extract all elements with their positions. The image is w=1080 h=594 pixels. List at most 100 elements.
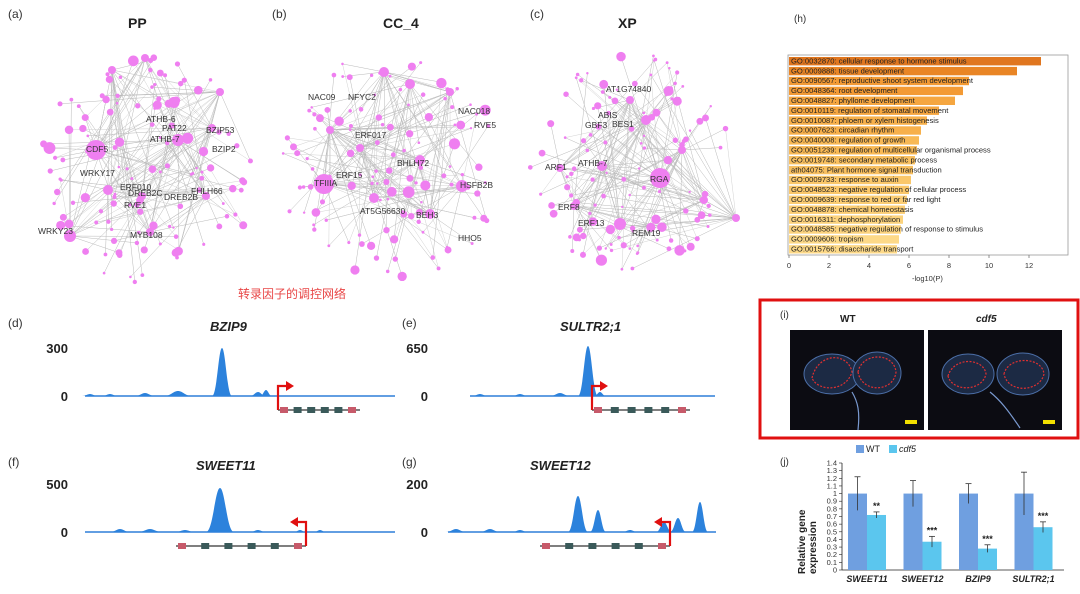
cc-network-edges	[283, 62, 489, 277]
network-edge	[141, 84, 156, 197]
network-edge	[446, 185, 463, 248]
network-edge	[418, 91, 451, 222]
network-node-label: FHLH66	[191, 186, 223, 196]
significance-marker: ***	[982, 534, 993, 544]
network-node	[460, 172, 465, 177]
network-edge	[111, 69, 251, 162]
go-bar	[789, 86, 963, 96]
go-bar	[789, 205, 905, 214]
network-node	[588, 211, 592, 216]
micro-cdf5-image	[928, 330, 1062, 430]
network-cc4: NAC09 NFYC2 NAC018 RVE5 ERF017 BHLH72 TFIIIAER…	[281, 61, 496, 282]
panel-g-label: (g)	[402, 455, 417, 469]
panel-d-label: (d)	[8, 316, 23, 330]
network-node	[642, 134, 646, 138]
network-node	[538, 149, 546, 157]
legend-cdf5-swatch	[889, 445, 897, 453]
network-edge	[107, 100, 177, 191]
network-edge	[69, 235, 137, 244]
network-edge	[581, 80, 737, 219]
network-node	[174, 61, 181, 67]
network-node	[419, 61, 423, 65]
go-xtick-label: 8	[947, 261, 951, 270]
network-edge	[289, 83, 411, 212]
network-edge	[328, 197, 375, 246]
network-node	[136, 230, 141, 235]
bar-category-label: SWEET12	[901, 574, 943, 584]
significance-marker: **	[873, 501, 881, 511]
network-edge	[68, 129, 71, 237]
network-edge	[581, 80, 631, 101]
network-node	[284, 135, 290, 141]
network-node	[595, 254, 608, 266]
tss-arrow	[276, 384, 288, 410]
network-node	[470, 241, 474, 246]
network-edge	[559, 167, 661, 179]
network-node	[564, 184, 571, 191]
go-bar	[789, 165, 913, 175]
network-node	[707, 213, 712, 217]
network-node	[52, 201, 56, 206]
network-node	[374, 169, 378, 173]
gene-exon	[178, 543, 186, 549]
panel-h-label: (h)	[794, 14, 806, 25]
network-node-label: MYB108	[130, 230, 163, 240]
network-edge	[177, 91, 221, 141]
network-edge	[160, 91, 221, 138]
gene-exon	[293, 407, 302, 413]
network-edge	[594, 119, 647, 206]
network-edge	[350, 125, 421, 161]
network-node	[588, 132, 593, 137]
chip-peak	[175, 530, 195, 532]
network-node	[556, 164, 564, 172]
gene-exon	[201, 543, 210, 549]
network-node	[472, 215, 477, 220]
network-node	[588, 217, 598, 226]
xp-network-nodes	[527, 51, 740, 271]
network-node	[221, 202, 225, 205]
pp-network-edges	[43, 57, 251, 282]
gene-exon	[294, 543, 302, 549]
network-edge	[348, 83, 411, 243]
network-node	[163, 73, 168, 78]
network-node	[106, 108, 114, 116]
network-node	[646, 222, 656, 232]
network-node	[168, 224, 172, 229]
micro-cdf5-label: cdf5	[976, 314, 997, 325]
network-node	[149, 122, 155, 127]
network-node	[605, 171, 608, 175]
network-edge	[570, 99, 631, 196]
network-node	[668, 66, 671, 70]
network-node	[316, 114, 324, 123]
network-node-label: ABIS	[598, 110, 618, 120]
network-node	[620, 267, 624, 271]
network-edge	[307, 158, 463, 187]
network-node	[642, 111, 646, 115]
network-edge	[95, 149, 192, 175]
network-node	[383, 178, 390, 185]
network-edge	[118, 139, 179, 253]
network-node	[483, 181, 487, 184]
go-term-label: GO:0016311: dephosphorylation	[791, 215, 900, 224]
network-edge	[149, 181, 244, 233]
network-node	[577, 237, 582, 242]
network-edge	[653, 60, 683, 151]
network-edge	[601, 119, 647, 167]
network-node	[358, 107, 364, 112]
network-edge	[395, 159, 421, 260]
network-node	[326, 126, 334, 134]
network-edge	[323, 127, 472, 185]
network-node	[653, 57, 658, 62]
chip-peak	[102, 394, 118, 396]
network-node	[701, 190, 709, 198]
network-edge	[342, 63, 385, 73]
network-node	[56, 220, 66, 230]
network-node	[302, 211, 306, 214]
go-bar	[789, 156, 915, 165]
network-edge	[126, 139, 179, 170]
network-node	[649, 73, 653, 77]
panel-c-label: (c)	[530, 7, 544, 21]
gene-exon	[307, 407, 316, 413]
track-gene-name: BZIP9	[210, 319, 248, 334]
network-edge	[310, 91, 451, 188]
